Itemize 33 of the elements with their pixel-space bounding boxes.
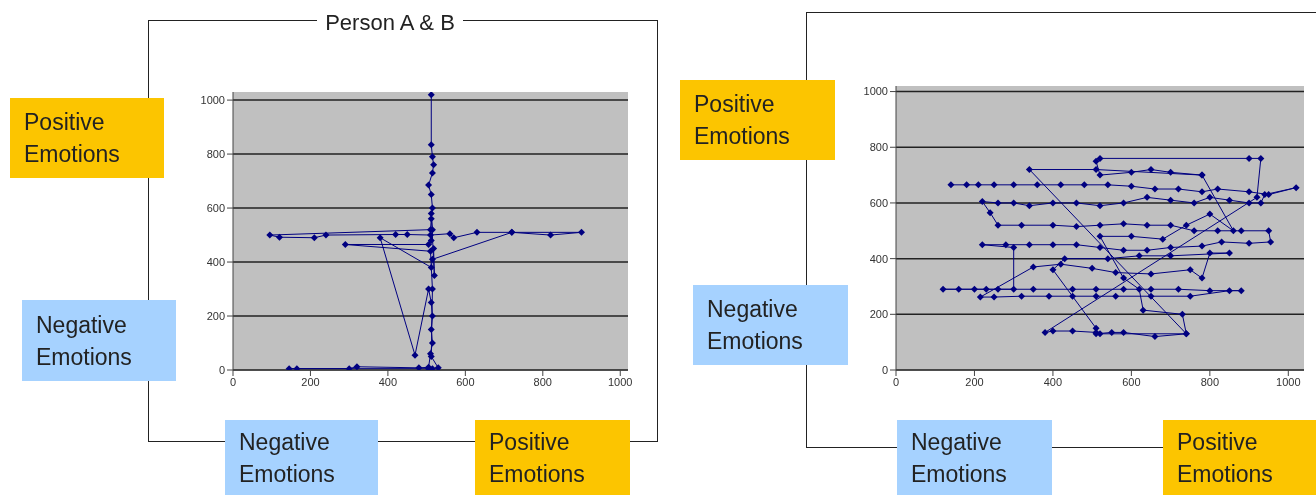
x-tick-label: 1000 — [1276, 375, 1301, 388]
text: Negative Emotions — [911, 427, 1008, 489]
x-tick-label: 600 — [456, 375, 475, 388]
y-tick-label: 1000 — [863, 85, 888, 98]
x-tick-label: 200 — [301, 375, 320, 388]
y-tick-label: 200 — [206, 309, 225, 322]
x-tick-label: 400 — [378, 375, 398, 388]
x-tick-label: 200 — [965, 375, 984, 388]
x-tick-label: 600 — [1122, 375, 1141, 388]
chart-title: Person A & B — [317, 10, 463, 35]
x-tick-label: 0 — [229, 375, 237, 388]
x-tick-label: 0 — [892, 375, 900, 388]
y-tick-label: 400 — [869, 252, 888, 265]
text: Positive Emotions — [694, 90, 791, 151]
y-tick-label: 600 — [869, 196, 888, 209]
x-tick-label: 400 — [1043, 375, 1063, 388]
y-tick-label: 800 — [206, 147, 225, 160]
y-tick-label: 0 — [218, 363, 225, 376]
text: Negative Emotions — [239, 427, 336, 489]
text: Negative Emotions — [36, 310, 133, 372]
y-tick-label: 1000 — [200, 94, 225, 106]
text: Positive Emotions — [24, 108, 121, 169]
x-tick-label: 800 — [1200, 375, 1220, 388]
y-tick-label: 600 — [206, 201, 225, 214]
y-tick-label: 800 — [869, 141, 888, 154]
text: Positive Emotions — [1177, 427, 1274, 489]
x-tick-label: 1000 — [608, 375, 633, 388]
text: Positive Emotions — [489, 427, 586, 489]
y-tick-label: 0 — [881, 363, 888, 376]
text: Negative Emotions — [707, 295, 804, 356]
y-tick-label: 400 — [206, 255, 225, 268]
y-tick-label: 200 — [869, 308, 888, 321]
x-tick-label: 800 — [533, 375, 552, 388]
